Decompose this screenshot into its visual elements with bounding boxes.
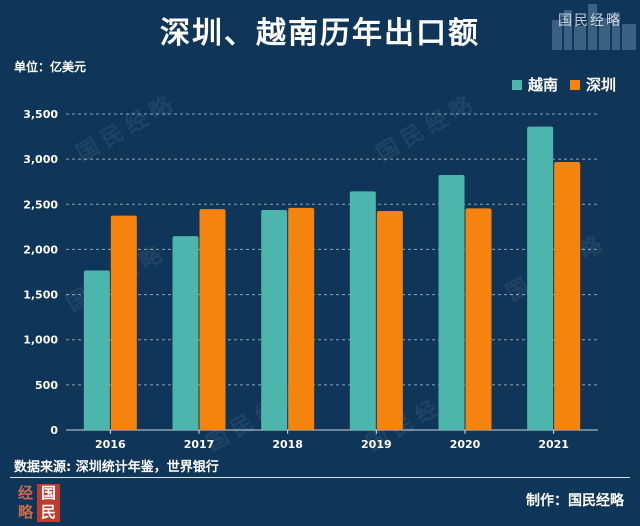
legend-label-vietnam: 越南 bbox=[527, 76, 558, 94]
x-tick-label: 2018 bbox=[272, 438, 303, 451]
bar-shenzhen bbox=[110, 215, 137, 430]
unit-label: 单位：亿美元 bbox=[14, 60, 87, 74]
seal-char: 经 bbox=[17, 484, 33, 502]
bar-vietnam bbox=[527, 126, 554, 430]
legend: 越南 深圳 bbox=[511, 74, 616, 95]
legend-label-shenzhen: 深圳 bbox=[585, 76, 616, 94]
seal-char: 民 bbox=[37, 503, 60, 522]
x-tick-label: 2020 bbox=[450, 438, 481, 451]
x-tick-label: 2016 bbox=[95, 438, 126, 451]
credit-label: 制作：国民经略 bbox=[526, 493, 624, 509]
y-tick-label: 1,000 bbox=[23, 334, 58, 347]
y-tick-label: 0 bbox=[50, 424, 58, 437]
source-note: 数据来源: 深圳统计年鉴，世界银行 bbox=[14, 460, 219, 475]
bar-shenzhen bbox=[376, 211, 403, 430]
bar-shenzhen bbox=[554, 161, 581, 430]
y-tick-label: 3,500 bbox=[23, 108, 58, 121]
chart-title: 深圳、越南历年出口额 bbox=[160, 16, 480, 51]
bar-shenzhen bbox=[288, 207, 315, 430]
legend-swatch-vietnam bbox=[511, 79, 522, 90]
legend-item-vietnam: 越南 bbox=[511, 74, 558, 95]
x-tick-label: 2019 bbox=[361, 438, 392, 451]
bar-shenzhen bbox=[465, 208, 492, 430]
y-tick-label: 2,500 bbox=[23, 198, 58, 211]
skyline-decoration bbox=[552, 4, 636, 50]
bar-vietnam bbox=[172, 236, 199, 430]
brand-seal: 经 国 略 民 bbox=[14, 484, 60, 522]
bar-shenzhen bbox=[199, 209, 226, 430]
y-tick-label: 3,000 bbox=[23, 153, 58, 166]
y-tick-label: 1,500 bbox=[23, 289, 58, 302]
divider bbox=[10, 477, 630, 478]
bar-vietnam bbox=[261, 209, 288, 430]
y-tick-label: 500 bbox=[35, 379, 58, 392]
y-tick-label: 2,000 bbox=[23, 243, 58, 256]
brand-logo-top: 国民经略 bbox=[558, 13, 622, 29]
x-tick-label: 2021 bbox=[538, 438, 569, 451]
seal-char: 略 bbox=[17, 503, 33, 521]
x-tick-label: 2017 bbox=[184, 438, 215, 451]
seal-char: 国 bbox=[37, 484, 60, 503]
bar-vietnam bbox=[438, 175, 465, 430]
legend-item-shenzhen: 深圳 bbox=[569, 74, 616, 95]
legend-swatch-shenzhen bbox=[569, 79, 580, 90]
bar-vietnam bbox=[349, 191, 376, 430]
bar-vietnam bbox=[83, 270, 110, 430]
